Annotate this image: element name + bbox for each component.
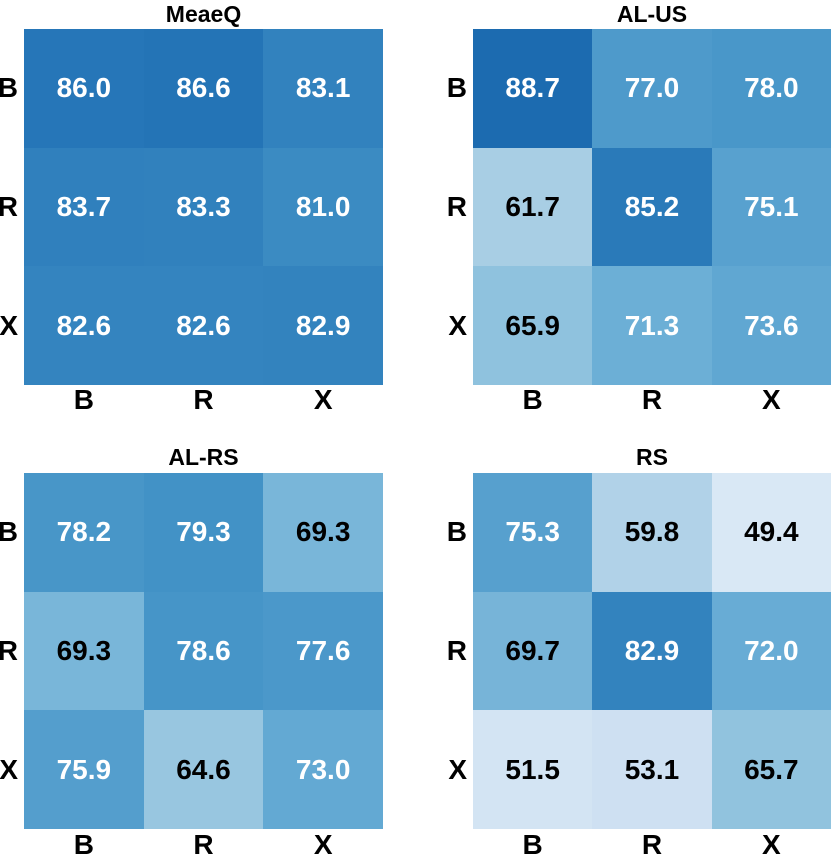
heatmap-al-us: AL-US B R X 88.7 77.0 78.0 61.7 85.2 75.1 65.9 71… xyxy=(415,0,831,417)
row-label: R xyxy=(446,191,467,222)
heatmap-cell: 72.0 xyxy=(711,591,831,711)
heatmap-cell: 61.7 xyxy=(473,147,593,267)
heatmap-cell: 78.0 xyxy=(711,29,831,148)
col-label: R xyxy=(641,829,663,860)
row-label: B xyxy=(446,516,467,548)
row-label: B xyxy=(0,516,18,548)
heatmap-cell: 59.8 xyxy=(592,473,712,592)
heatmap-cell: 73.6 xyxy=(711,266,831,385)
row-label: R xyxy=(0,191,18,222)
heatmap-cell: 82.9 xyxy=(592,591,712,711)
chart-title: AL-US xyxy=(616,1,688,27)
col-label: X xyxy=(313,384,333,415)
heatmap-cell: 71.3 xyxy=(592,266,712,385)
row-labels: B R X xyxy=(415,473,473,829)
row-label: R xyxy=(446,635,467,666)
chart-title: AL-RS xyxy=(168,443,239,470)
col-label: B xyxy=(522,384,543,415)
heatmap-cell: 51.5 xyxy=(473,710,593,829)
heatmap-cell: 83.1 xyxy=(263,29,383,148)
heatmap-rs: RS B R X 75.3 59.8 49.4 69.7 82.9 72.0 51.5 53.1 6… xyxy=(415,441,831,862)
chart-title: MeaeQ xyxy=(165,1,242,27)
heatmap-cell: 49.4 xyxy=(711,473,831,592)
heatmap-cell: 78.6 xyxy=(143,591,264,711)
row-label: X xyxy=(448,753,467,785)
heatmap-grid: 86.0 86.6 83.1 83.7 83.3 81.0 82.6 82.6 82.9 xyxy=(24,29,383,385)
heatmap-cell: 75.9 xyxy=(24,710,144,829)
heatmap-grid: 78.2 79.3 69.3 69.3 78.6 77.6 75.9 64.6 73.0 xyxy=(24,473,383,829)
heatmap-cell: 73.0 xyxy=(263,710,383,829)
col-label: X xyxy=(761,829,781,860)
heatmap-cell: 82.6 xyxy=(24,266,144,385)
row-labels: B R X xyxy=(415,29,473,385)
heatmap-cell: 53.1 xyxy=(592,710,712,829)
heatmap-cell: 83.7 xyxy=(24,147,144,267)
row-label: X xyxy=(448,309,467,341)
heatmap-cell: 69.7 xyxy=(473,591,593,711)
heatmap-cell: 83.3 xyxy=(143,147,264,267)
heatmap-cell: 64.6 xyxy=(143,710,264,829)
row-labels: B R X xyxy=(0,473,24,829)
row-label: R xyxy=(0,635,18,666)
col-label: B xyxy=(73,384,94,415)
col-label: B xyxy=(73,829,94,860)
row-label: B xyxy=(446,72,467,104)
heatmap-cell: 69.3 xyxy=(263,473,383,592)
heatmap-cell: 78.2 xyxy=(24,473,144,592)
row-labels: B R X xyxy=(0,29,24,385)
heatmap-cell: 69.3 xyxy=(24,591,144,711)
heatmap-cell: 81.0 xyxy=(263,147,383,267)
col-label: R xyxy=(641,384,663,415)
heatmap-cell: 77.0 xyxy=(592,29,712,148)
heatmap-cell: 77.6 xyxy=(263,591,383,711)
col-label: X xyxy=(761,384,781,415)
col-label: X xyxy=(313,829,333,860)
heatmap-cell: 82.6 xyxy=(143,266,264,385)
heatmap-grid: 75.3 59.8 49.4 69.7 82.9 72.0 51.5 53.1 65.7 xyxy=(473,473,831,829)
heatmap-cell: 86.0 xyxy=(24,29,144,148)
heatmap-cell: 75.3 xyxy=(473,473,593,592)
col-label: R xyxy=(193,384,214,415)
heatmap-grid: 88.7 77.0 78.0 61.7 85.2 75.1 65.9 71.3 73.6 xyxy=(473,29,831,385)
chart-title: RS xyxy=(636,443,668,470)
heatmap-cell: 85.2 xyxy=(592,147,712,267)
heatmap-cell: 82.9 xyxy=(263,266,383,385)
row-label: B xyxy=(0,72,18,104)
heatmap-cell: 88.7 xyxy=(473,29,593,148)
col-label: R xyxy=(193,829,214,860)
row-label: X xyxy=(0,753,18,785)
heatmap-cell: 79.3 xyxy=(143,473,264,592)
heatmap-cell: 65.9 xyxy=(473,266,593,385)
heatmap-cell: 65.7 xyxy=(711,710,831,829)
col-label: B xyxy=(522,829,543,860)
heatmap-al-rs: AL-RS B R X 78.2 79.3 69.3 69.3 78.6 77.6 75.9 64… xyxy=(0,441,383,862)
heatmap-cell: 86.6 xyxy=(143,29,264,148)
row-label: X xyxy=(0,309,18,341)
heatmap-cell: 75.1 xyxy=(711,147,831,267)
